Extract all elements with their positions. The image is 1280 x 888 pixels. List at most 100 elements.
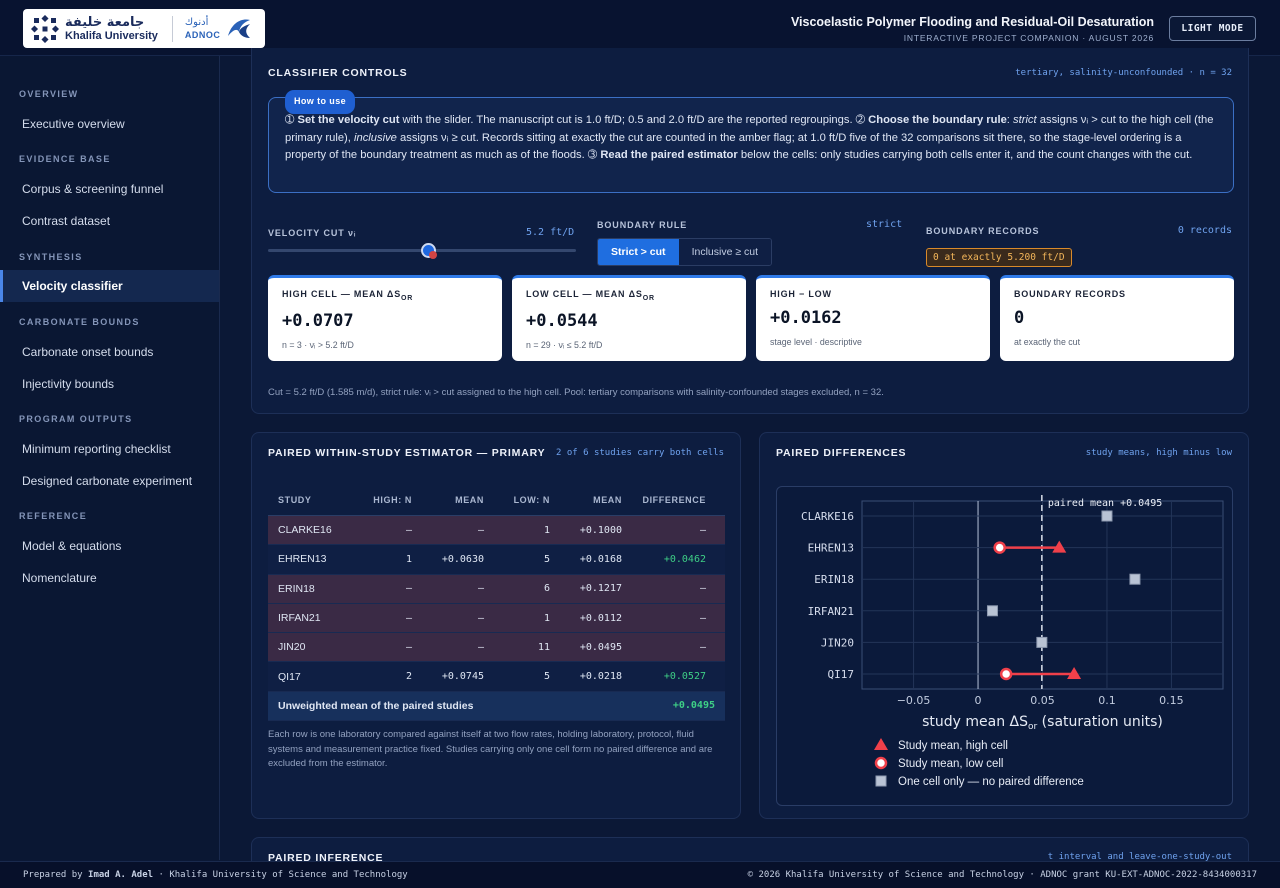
x-tick-label: 0.1 <box>1098 694 1116 707</box>
step-2-inclusive: inclusive <box>354 131 397 144</box>
sidebar-item-executive-overview[interactable]: Executive overview <box>22 117 125 131</box>
boundary-rule-value: strict <box>866 219 903 230</box>
col-study: STUDY <box>278 494 312 505</box>
classifier-controls-panel: CLASSIFIER CONTROLS tertiary, salinity-u… <box>251 48 1249 414</box>
cell-low-n: 5 <box>543 671 550 683</box>
logo-adnoc-arabic: أدنوك <box>184 16 209 28</box>
cell-study: QI17 <box>278 670 301 683</box>
legend-label: One cell only — no paired difference <box>898 776 1084 788</box>
x-tick-label: 0 <box>975 694 982 707</box>
card-label: BOUNDARY RECORDS <box>1014 289 1126 299</box>
low-cell-point <box>999 667 1013 681</box>
light-mode-button[interactable]: LIGHT MODE <box>1169 16 1256 41</box>
card-sub: n = 29 · νᵢ ≤ 5.2 ft/D <box>526 339 603 350</box>
x-tick-label: 0.15 <box>1159 694 1184 707</box>
x-axis-label: study mean ΔSor (saturation units) <box>922 714 1163 732</box>
high-cell-card: HIGH CELL — MEAN ΔSOR +0.0707 n = 3 · νᵢ… <box>268 275 502 361</box>
col-difference: DIFFERENCE <box>642 494 706 505</box>
panel-title: PAIRED WITHIN-STUDY ESTIMATOR — PRIMARY <box>268 447 546 459</box>
app-header: جامعة خليفة Khalifa University أدنوك ADN… <box>0 0 1280 56</box>
high-cell-point <box>1067 667 1082 679</box>
table-header-row: STUDY HIGH: N MEAN LOW: N MEAN DIFFERENC… <box>268 484 725 516</box>
inclusive-rule-button[interactable]: Inclusive ≥ cut <box>678 239 772 265</box>
sidebar-item-corpus-screening[interactable]: Corpus & screening funnel <box>22 182 164 196</box>
paired-differences-panel: PAIRED DIFFERENCES study means, high min… <box>759 432 1249 819</box>
cell-high-mean: +0.0745 <box>441 671 484 683</box>
one-cell-point <box>1101 510 1113 522</box>
legend-label: Study mean, high cell <box>898 740 1008 752</box>
x-tick-label: 0.05 <box>1030 694 1055 707</box>
app-subtitle: INTERACTIVE PROJECT COMPANION · AUGUST 2… <box>903 33 1154 43</box>
cell-difference: +0.0462 <box>663 553 706 565</box>
card-value: +0.0707 <box>282 310 354 331</box>
cell-high-n: — <box>405 641 412 653</box>
sidebar-item-model-equations[interactable]: Model & equations <box>22 539 122 553</box>
cell-low-n: 11 <box>537 641 550 653</box>
step-2-title: Choose the boundary rule <box>868 114 1007 126</box>
nav-section-reference: REFERENCE <box>19 511 88 521</box>
sidebar-item-injectivity-bounds[interactable]: Injectivity bounds <box>22 377 115 391</box>
table-row: JIN20 — — 11 +0.0495 — <box>268 633 725 663</box>
card-sub: at exactly the cut <box>1014 337 1081 347</box>
y-tick-label: JIN20 <box>821 636 854 649</box>
step-2-number: ➁ <box>855 114 866 126</box>
step-1-title: Set the velocity cut <box>297 114 400 126</box>
table-mean-row: Unweighted mean of the paired studies +0… <box>268 691 725 722</box>
card-label: HIGH CELL — MEAN ΔSOR <box>282 289 414 302</box>
table-note: Each row is one laboratory compared agai… <box>268 729 713 769</box>
sidebar-item-carbonate-experiment[interactable]: Designed carbonate experiment <box>22 474 193 488</box>
logo-ku-arabic: جامعة خليفة <box>65 14 145 30</box>
table-row: ERIN18 — — 6 +0.1217 — <box>268 574 725 604</box>
sidebar-item-nomenclature[interactable]: Nomenclature <box>22 571 97 585</box>
cell-difference: +0.0527 <box>663 671 706 683</box>
high-minus-low-card: HIGH − LOW +0.0162 stage level · descrip… <box>756 275 990 361</box>
nav-section-carbonate-bounds: CARBONATE BOUNDS <box>19 317 140 327</box>
paired-mean-label: paired mean +0.0495 <box>1048 498 1162 509</box>
paired-estimator-panel: PAIRED WITHIN-STUDY ESTIMATOR — PRIMARY … <box>251 432 741 819</box>
one-cell-point <box>1036 636 1048 648</box>
how-to-use-box: How to use ➀ Set the velocity cut with t… <box>268 90 1234 193</box>
logo-ku-english: Khalifa University <box>65 29 158 42</box>
page-footer: Prepared by Imad A. Adel · Khalifa Unive… <box>0 861 1280 888</box>
panel-tag: tertiary, salinity-unconfounded · n = 32 <box>1015 68 1232 78</box>
cell-high-mean: — <box>477 641 484 653</box>
sidebar-item-carbonate-onset[interactable]: Carbonate onset bounds <box>22 345 154 359</box>
cell-low-mean: +0.0112 <box>579 612 622 624</box>
table-row: EHREN13 1 +0.0630 5 +0.0168 +0.0462 <box>268 545 725 575</box>
legend-high-marker <box>874 738 888 750</box>
boundary-rule-toggle: Strict > cut Inclusive ≥ cut <box>597 238 773 266</box>
card-value: +0.0544 <box>526 310 598 331</box>
card-sub: stage level · descriptive <box>770 337 862 347</box>
cell-low-mean: +0.0168 <box>579 553 622 565</box>
y-tick-label: IRFAN21 <box>808 605 854 618</box>
boundary-records-label: BOUNDARY RECORDS <box>926 226 1040 236</box>
app-title: Viscoelastic Polymer Flooding and Residu… <box>790 15 1154 29</box>
adnoc-falcon-icon <box>228 19 251 38</box>
slider-thumb[interactable] <box>421 243 438 259</box>
cell-study: CLARKE16 <box>278 524 332 537</box>
strict-rule-button[interactable]: Strict > cut <box>598 239 679 265</box>
step-1-number: ➀ <box>285 114 295 126</box>
cell-difference: — <box>699 583 706 595</box>
boundary-records-flag: 0 at exactly 5.200 ft/D <box>926 248 1072 267</box>
paired-table: STUDY HIGH: N MEAN LOW: N MEAN DIFFERENC… <box>268 484 725 722</box>
card-label: HIGH − LOW <box>770 289 832 299</box>
col-low-mean: MEAN <box>593 494 622 505</box>
legend-label: Study mean, low cell <box>898 758 1003 770</box>
paired-differences-chart: −0.05 0 0.05 0.1 0.15 CLARKE16 EHREN13 ERIN18 IR… <box>801 495 1224 788</box>
sidebar-item-reporting-checklist[interactable]: Minimum reporting checklist <box>22 442 171 456</box>
cell-high-n: — <box>405 583 412 595</box>
sidebar-item-velocity-classifier[interactable]: Velocity classifier <box>0 270 219 302</box>
sidebar-item-contrast-dataset[interactable]: Contrast dataset <box>22 214 111 228</box>
cell-high-n: 2 <box>405 671 412 683</box>
card-value: +0.0162 <box>770 308 842 328</box>
high-cell-point <box>1052 540 1067 553</box>
mean-value: +0.0495 <box>672 700 715 712</box>
cell-low-mean: +0.1217 <box>579 583 622 595</box>
cell-low-mean: +0.0495 <box>579 641 622 653</box>
y-tick-label: ERIN18 <box>814 573 854 586</box>
velocity-cut-slider[interactable] <box>268 243 576 259</box>
footer-right: © 2026 Khalifa University of Science and… <box>747 870 1257 880</box>
step-2-strict: strict <box>1013 114 1037 126</box>
boundary-rule-label: BOUNDARY RULE <box>597 220 688 230</box>
